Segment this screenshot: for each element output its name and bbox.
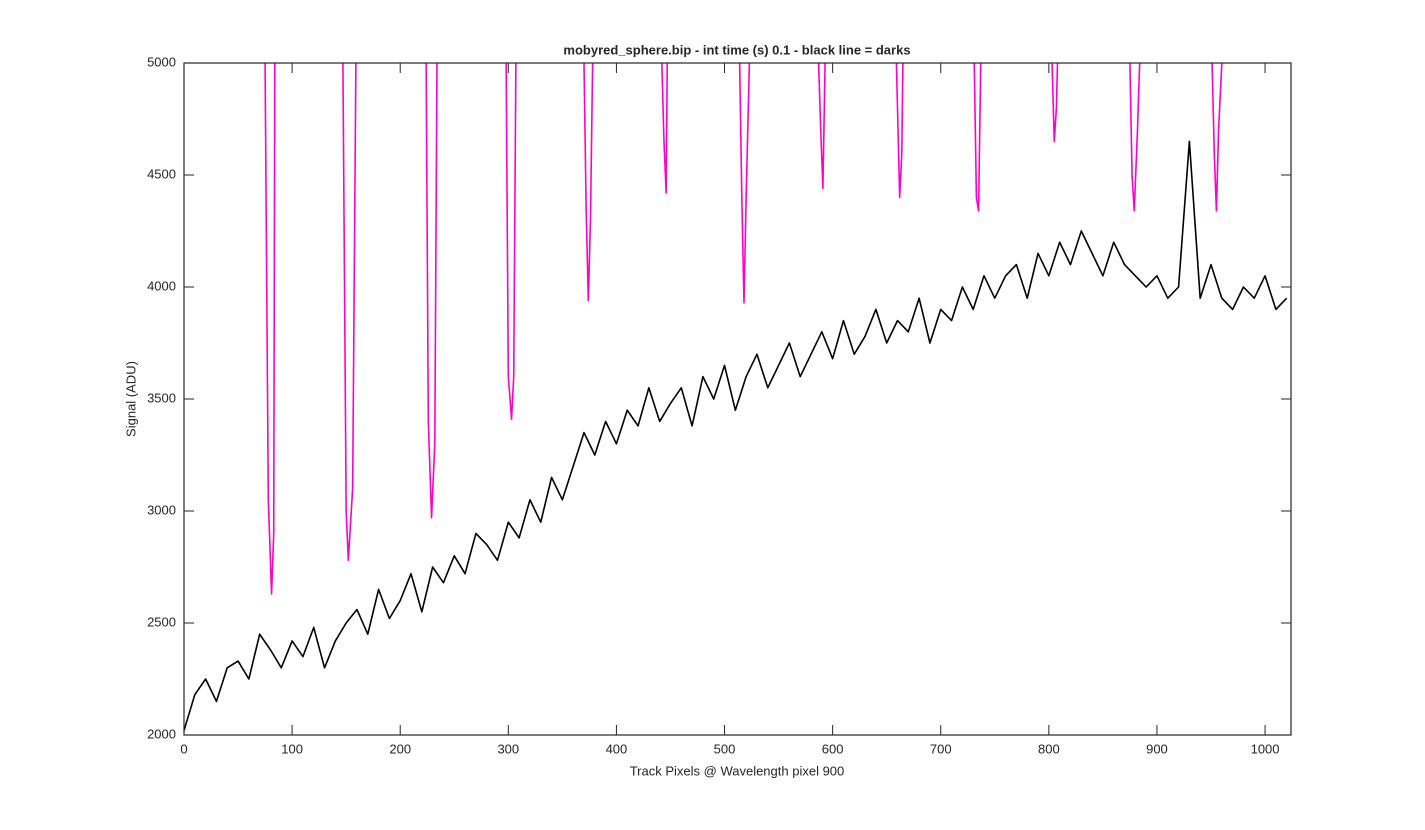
x-tick-label: 900 — [1146, 741, 1168, 756]
x-tick-label: 400 — [606, 741, 628, 756]
x-tick-label: 300 — [497, 741, 519, 756]
y-tick-label: 5000 — [147, 54, 176, 69]
x-tick-label: 600 — [822, 741, 844, 756]
x-tick-label: 500 — [714, 741, 736, 756]
series-line — [184, 140, 1288, 731]
y-tick-label: 3500 — [147, 390, 176, 405]
x-tick-label: 700 — [930, 741, 952, 756]
y-tick-label: 4500 — [147, 166, 176, 181]
x-tick-label: 0 — [180, 741, 187, 756]
x-axis-label: Track Pixels @ Wavelength pixel 900 — [630, 763, 845, 778]
plot-lines — [184, 63, 1288, 731]
y-tick-label: 3000 — [147, 502, 176, 517]
x-tick-label: 1000 — [1251, 741, 1280, 756]
y-tick-label: 2000 — [147, 726, 176, 741]
chart-title: mobyred_sphere.bip - int time (s) 0.1 - … — [563, 42, 910, 57]
x-tick-label: 800 — [1038, 741, 1060, 756]
x-tick-label: 200 — [389, 741, 411, 756]
series-line — [264, 63, 1223, 595]
y-axis-label: Signal (ADU) — [123, 361, 138, 437]
plot-area — [184, 63, 1291, 735]
y-tick-label: 4000 — [147, 278, 176, 293]
x-tick-label: 100 — [281, 741, 303, 756]
y-tick-label: 2500 — [147, 614, 176, 629]
